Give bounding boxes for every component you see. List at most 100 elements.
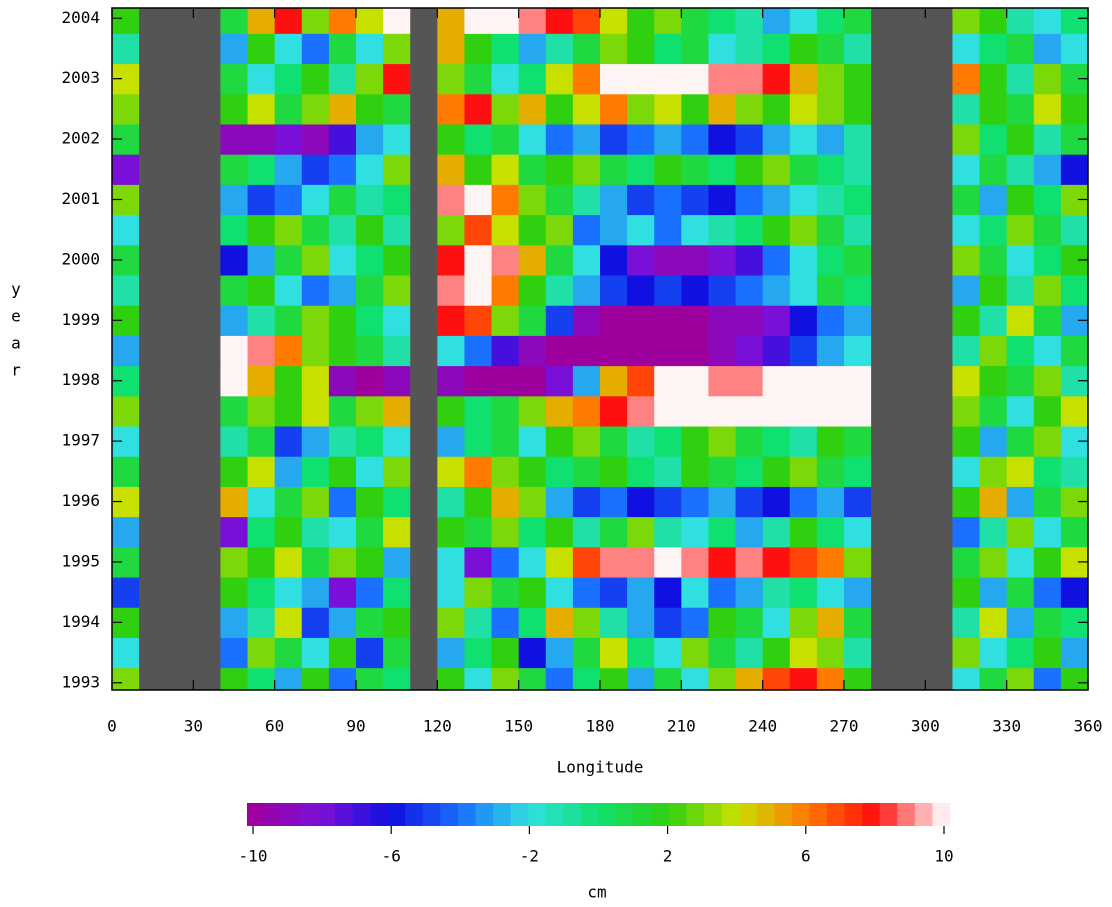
heatmap-cell (518, 546, 547, 578)
heatmap-cell (708, 395, 737, 427)
land-mask (925, 365, 953, 397)
colorbar-tick-label: -10 (239, 847, 268, 866)
heatmap-cell (274, 214, 303, 246)
heatmap-cell (1033, 123, 1062, 155)
heatmap-cell (383, 33, 411, 65)
heatmap-cell (735, 426, 764, 457)
heatmap-cell (1006, 607, 1035, 638)
heatmap-cell (572, 214, 601, 246)
heatmap-cell (437, 637, 465, 669)
heatmap-cell (437, 93, 465, 125)
heatmap-cell (1033, 395, 1062, 427)
heatmap-cell (464, 426, 493, 457)
heatmap-cell (356, 93, 384, 125)
heatmap-cell (627, 154, 655, 185)
colorbar-swatch (282, 803, 301, 826)
heatmap-cell (627, 667, 655, 691)
heatmap-cell (328, 637, 357, 669)
y-tick-label: 1996 (61, 491, 100, 510)
land-mask (871, 33, 899, 65)
heatmap-cell (301, 486, 330, 518)
heatmap-cell (1060, 395, 1089, 427)
land-mask (898, 63, 926, 95)
colorbar-swatch (862, 803, 881, 826)
heatmap-cell (654, 63, 682, 95)
land-mask (410, 637, 438, 669)
land-mask (871, 244, 899, 276)
land-mask (193, 577, 221, 608)
heatmap-cell (491, 516, 520, 548)
x-axis-label: Longitude (557, 758, 644, 777)
heatmap-cell (437, 244, 465, 276)
heatmap-cell (301, 184, 330, 216)
heatmap-cell (1033, 184, 1062, 216)
heatmap-cell (518, 667, 547, 691)
heatmap-cell (274, 637, 303, 669)
land-mask (898, 184, 926, 216)
heatmap-cell (301, 395, 330, 427)
heatmap-cell (383, 426, 411, 457)
heatmap-cell (572, 154, 601, 185)
heatmap-cell (518, 305, 547, 336)
heatmap-cell (844, 335, 872, 367)
heatmap-cell (627, 546, 655, 578)
heatmap-cell (735, 486, 764, 518)
heatmap-cell (844, 577, 872, 608)
heatmap-cell (789, 275, 818, 306)
colorbar-swatch (475, 803, 494, 826)
heatmap-cell (654, 667, 682, 691)
heatmap-cell (328, 456, 357, 487)
heatmap-cell (274, 154, 303, 185)
heatmap-cell (708, 365, 737, 397)
heatmap-cell (735, 335, 764, 367)
heatmap-cell (735, 154, 764, 185)
colorbar-swatch (370, 803, 388, 826)
colorbar-swatch (528, 803, 547, 826)
heatmap-cell (844, 546, 872, 578)
heatmap-cell (328, 244, 357, 276)
heatmap-cell (572, 93, 601, 125)
heatmap-cell (1060, 577, 1089, 608)
heatmap-cell (301, 305, 330, 336)
heatmap-cell (952, 244, 981, 276)
heatmap-cell (816, 93, 845, 125)
heatmap-cell (952, 607, 981, 638)
heatmap-cell (979, 214, 1008, 246)
heatmap-cell (708, 546, 737, 578)
heatmap-cell (600, 63, 628, 95)
land-mask (139, 486, 167, 518)
heatmap-cell (356, 275, 384, 306)
land-mask (410, 456, 438, 487)
heatmap-cell (681, 275, 709, 306)
heatmap-cell (952, 33, 981, 65)
heatmap-cell (979, 33, 1008, 65)
land-mask (166, 154, 194, 185)
heatmap-cell (979, 184, 1008, 216)
land-mask (193, 335, 221, 367)
heatmap-cell (654, 486, 682, 518)
land-mask (925, 8, 953, 34)
heatmap-cell (789, 365, 818, 397)
heatmap-cell (356, 577, 384, 608)
heatmap-cell (518, 456, 547, 487)
heatmap-cell (356, 456, 384, 487)
heatmap-cell (1060, 154, 1089, 185)
heatmap-cell (762, 305, 791, 336)
land-mask (925, 184, 953, 216)
heatmap-cell (274, 426, 303, 457)
heatmap-cell (112, 637, 140, 669)
heatmap-cell (1006, 244, 1035, 276)
heatmap-cell (708, 8, 737, 34)
heatmap-cell (545, 395, 574, 427)
heatmap-cell (952, 365, 981, 397)
heatmap-cell (356, 305, 384, 336)
heatmap-cell (220, 426, 249, 457)
colorbar-swatch (387, 803, 406, 826)
land-mask (166, 335, 194, 367)
land-mask (925, 577, 953, 608)
land-mask (166, 305, 194, 336)
heatmap-cell (1006, 456, 1035, 487)
land-mask (166, 395, 194, 427)
